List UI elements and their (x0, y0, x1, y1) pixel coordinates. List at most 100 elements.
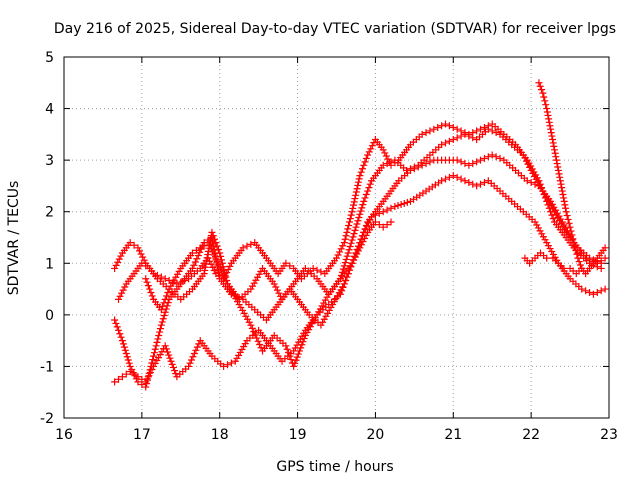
data-point (190, 350, 198, 358)
data-point (121, 283, 129, 291)
data-point (162, 305, 170, 313)
data-point (290, 347, 298, 355)
data-point (320, 299, 328, 307)
data-point (442, 139, 449, 147)
data-point (360, 197, 368, 205)
data-point (387, 158, 395, 166)
data-point (477, 156, 485, 164)
data-point (239, 244, 247, 252)
data-point (115, 375, 122, 383)
x-tick-label: 20 (367, 427, 385, 443)
data-point (340, 262, 348, 270)
data-point (473, 127, 481, 135)
data-point (270, 280, 278, 288)
data-point (562, 204, 570, 212)
data-point (544, 111, 552, 119)
data-point (118, 373, 126, 381)
data-point (480, 154, 488, 162)
data-point (164, 348, 172, 356)
data-point (345, 246, 353, 254)
data-point (117, 252, 125, 260)
data-point (255, 270, 263, 278)
data-point (309, 264, 317, 272)
data-point (426, 158, 434, 166)
data-point (571, 243, 579, 251)
data-point (147, 289, 155, 297)
data-point (557, 180, 565, 188)
data-point (168, 360, 176, 368)
data-point (344, 249, 352, 257)
data-point (364, 187, 372, 195)
data-point (473, 158, 481, 166)
data-point (337, 245, 345, 253)
data-point (194, 252, 202, 260)
data-point (204, 239, 212, 247)
data-point (356, 244, 364, 252)
data-point (397, 200, 405, 208)
data-point (568, 231, 576, 239)
data-point (353, 220, 361, 228)
data-point (247, 240, 255, 248)
data-point (219, 270, 227, 278)
data-point (346, 243, 354, 251)
data-point (341, 259, 349, 267)
data-point (348, 259, 356, 267)
data-point (122, 350, 130, 358)
data-point (175, 267, 183, 275)
data-point (275, 289, 283, 297)
data-point (465, 161, 473, 169)
y-tick-label: 3 (45, 153, 54, 169)
data-point (197, 245, 205, 253)
data-point (361, 235, 369, 243)
data-point (321, 296, 329, 304)
data-point (143, 375, 151, 383)
data-point (461, 177, 469, 185)
data-point (117, 333, 125, 341)
data-point (189, 353, 197, 361)
data-point (593, 289, 601, 297)
data-point (414, 163, 422, 171)
data-point (161, 275, 169, 283)
data-point (286, 352, 294, 360)
data-point (111, 378, 119, 386)
data-point (257, 344, 265, 352)
data-point (342, 276, 350, 284)
data-point (161, 342, 169, 350)
data-point (235, 294, 243, 302)
data-point (209, 263, 217, 271)
data-point (364, 219, 372, 227)
data-point (340, 239, 348, 247)
data-point (115, 255, 123, 263)
data-point (338, 287, 346, 295)
data-point (556, 177, 564, 185)
data-point (231, 357, 239, 365)
data-point (394, 202, 402, 210)
x-tick-label: 18 (211, 427, 229, 443)
data-point (362, 191, 370, 199)
data-point (361, 158, 369, 166)
data-point (445, 137, 453, 145)
data-point (453, 134, 461, 142)
data-point (308, 320, 316, 328)
data-point (550, 203, 558, 211)
data-point (156, 325, 164, 333)
data-point (233, 354, 241, 362)
data-point (305, 326, 313, 334)
data-point (159, 315, 167, 323)
data-point (173, 270, 181, 278)
data-point (566, 223, 574, 231)
data-point (453, 156, 461, 164)
data-point (457, 175, 465, 183)
data-point (381, 149, 389, 157)
data-point (247, 321, 255, 329)
data-point (221, 273, 229, 281)
data-point (220, 362, 228, 370)
y-tick-label: 5 (45, 50, 54, 66)
data-point (589, 290, 597, 298)
series-track-7 (521, 249, 586, 278)
data-point (535, 79, 543, 87)
data-point (355, 175, 363, 183)
data-point (480, 123, 488, 131)
data-point (213, 257, 221, 265)
